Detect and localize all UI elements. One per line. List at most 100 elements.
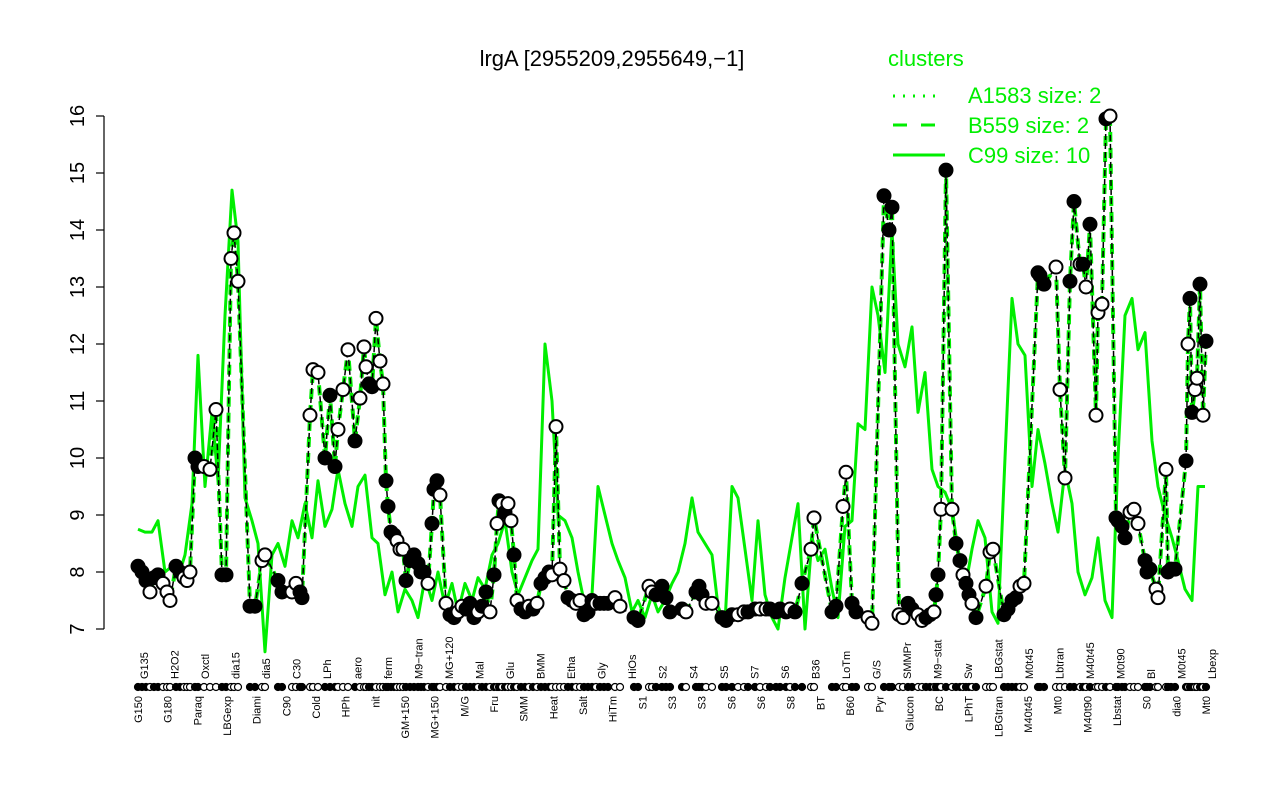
x-label: Etha bbox=[566, 655, 578, 679]
x-label: G180 bbox=[163, 696, 175, 723]
data-point bbox=[948, 536, 964, 551]
x-axis-labels: G150 G180 Paraq LBGexp Diami C90 Cold HPh nit GM+… bbox=[133, 637, 1219, 739]
legend-title: clusters bbox=[888, 46, 964, 71]
data-point bbox=[486, 567, 502, 583]
x-label: Lbtran bbox=[1054, 648, 1066, 679]
data-point bbox=[848, 604, 864, 620]
data-point bbox=[952, 553, 968, 569]
x-label: MG+120 bbox=[444, 637, 456, 680]
x-label: M0t45 bbox=[1176, 648, 1188, 679]
x-label: Paraq bbox=[192, 696, 204, 725]
legend-entry-a1583: A1583 size: 2 bbox=[968, 83, 1101, 108]
data-point bbox=[352, 390, 368, 406]
x-label: S6 bbox=[756, 696, 768, 709]
y-axis: 7 8 9 10 11 12 13 14 15 16 bbox=[67, 105, 105, 635]
x-label: Lbexp bbox=[1207, 649, 1219, 679]
x-label: HiTm bbox=[608, 696, 620, 722]
x-label: S3 bbox=[697, 696, 709, 709]
data-point bbox=[503, 513, 519, 529]
x-label: Mt0 bbox=[1201, 696, 1213, 714]
x-label: LPhT bbox=[964, 696, 976, 723]
y-tick-label: 9 bbox=[67, 509, 89, 520]
data-point bbox=[358, 359, 374, 375]
data-point bbox=[424, 516, 440, 532]
y-tick-label: 11 bbox=[67, 391, 89, 412]
y-tick-label: 13 bbox=[67, 276, 89, 298]
x-label: Glu bbox=[505, 662, 517, 679]
x-label: Heat bbox=[548, 696, 560, 719]
data-point bbox=[1075, 256, 1091, 272]
data-point bbox=[378, 473, 394, 489]
data-point bbox=[806, 510, 822, 526]
x-label: C30 bbox=[292, 659, 304, 679]
y-tick-label: 10 bbox=[67, 447, 89, 469]
x-label: S6 bbox=[780, 666, 792, 679]
x-label: M0t45 bbox=[1024, 648, 1036, 679]
data-point bbox=[678, 604, 694, 620]
data-point bbox=[1117, 530, 1133, 546]
data-point bbox=[658, 590, 674, 606]
data-point bbox=[257, 547, 273, 563]
x-axis-rug bbox=[133, 682, 1211, 692]
gene-profile-line bbox=[137, 114, 1207, 626]
x-label: S4 bbox=[688, 666, 700, 679]
data-point bbox=[1078, 279, 1094, 295]
x-label: HPh bbox=[341, 696, 353, 717]
data-point bbox=[1180, 336, 1196, 352]
data-point bbox=[162, 593, 178, 608]
x-label: Diami bbox=[252, 696, 264, 724]
data-point bbox=[928, 587, 944, 603]
x-label: dia15 bbox=[231, 652, 243, 679]
data-point bbox=[398, 573, 414, 589]
chart-title: lrgA [2955209,2955649,−1] bbox=[480, 46, 745, 71]
y-tick-label: 15 bbox=[67, 162, 89, 184]
data-point bbox=[1057, 470, 1073, 486]
x-label: S3 bbox=[667, 696, 679, 709]
data-point bbox=[322, 387, 338, 403]
data-point bbox=[662, 604, 678, 620]
data-point bbox=[1052, 382, 1068, 398]
data-point bbox=[1192, 276, 1208, 292]
x-label: SMMPr bbox=[902, 642, 914, 679]
data-point bbox=[1102, 108, 1118, 124]
data-point bbox=[1048, 259, 1064, 275]
x-label: Pyr bbox=[875, 696, 887, 713]
data-point bbox=[884, 199, 900, 215]
data-point bbox=[1036, 276, 1052, 292]
x-label: S0 bbox=[1142, 696, 1154, 709]
data-point bbox=[330, 422, 346, 437]
data-point bbox=[1062, 273, 1078, 289]
data-point bbox=[881, 222, 897, 238]
x-label: GM+150 bbox=[400, 696, 412, 739]
y-tick-label: 12 bbox=[67, 333, 89, 355]
data-point bbox=[294, 590, 310, 606]
legend: clusters A1583 size: 2 B559 size: 2 C99 … bbox=[888, 46, 1101, 168]
data-point bbox=[489, 516, 505, 532]
data-point bbox=[340, 342, 356, 358]
data-point bbox=[218, 567, 234, 583]
data-point bbox=[317, 450, 333, 466]
data-point bbox=[964, 595, 980, 611]
x-label: S2 bbox=[658, 666, 670, 679]
x-label: S7 bbox=[749, 666, 761, 679]
y-tick-label: 14 bbox=[67, 219, 89, 241]
legend-entry-b559: B559 size: 2 bbox=[968, 113, 1089, 138]
x-label: M40t90 bbox=[1082, 696, 1094, 733]
x-label: H2O2 bbox=[170, 650, 182, 679]
x-label: S6 bbox=[726, 696, 738, 709]
x-label: LBGtran bbox=[993, 696, 1005, 737]
data-point bbox=[372, 353, 388, 369]
x-label: Lbstat bbox=[1112, 696, 1124, 726]
data-point bbox=[704, 595, 720, 611]
data-point bbox=[1088, 407, 1104, 423]
x-label: MG+150 bbox=[430, 696, 442, 739]
x-label: S5 bbox=[719, 666, 731, 679]
data-point bbox=[432, 487, 448, 503]
data-point bbox=[420, 575, 436, 591]
data-point bbox=[529, 595, 545, 611]
data-point bbox=[1126, 501, 1142, 517]
x-label: SMM bbox=[519, 696, 531, 722]
x-label: Cold bbox=[311, 696, 323, 719]
data-point bbox=[985, 541, 1001, 557]
data-point bbox=[478, 584, 494, 600]
